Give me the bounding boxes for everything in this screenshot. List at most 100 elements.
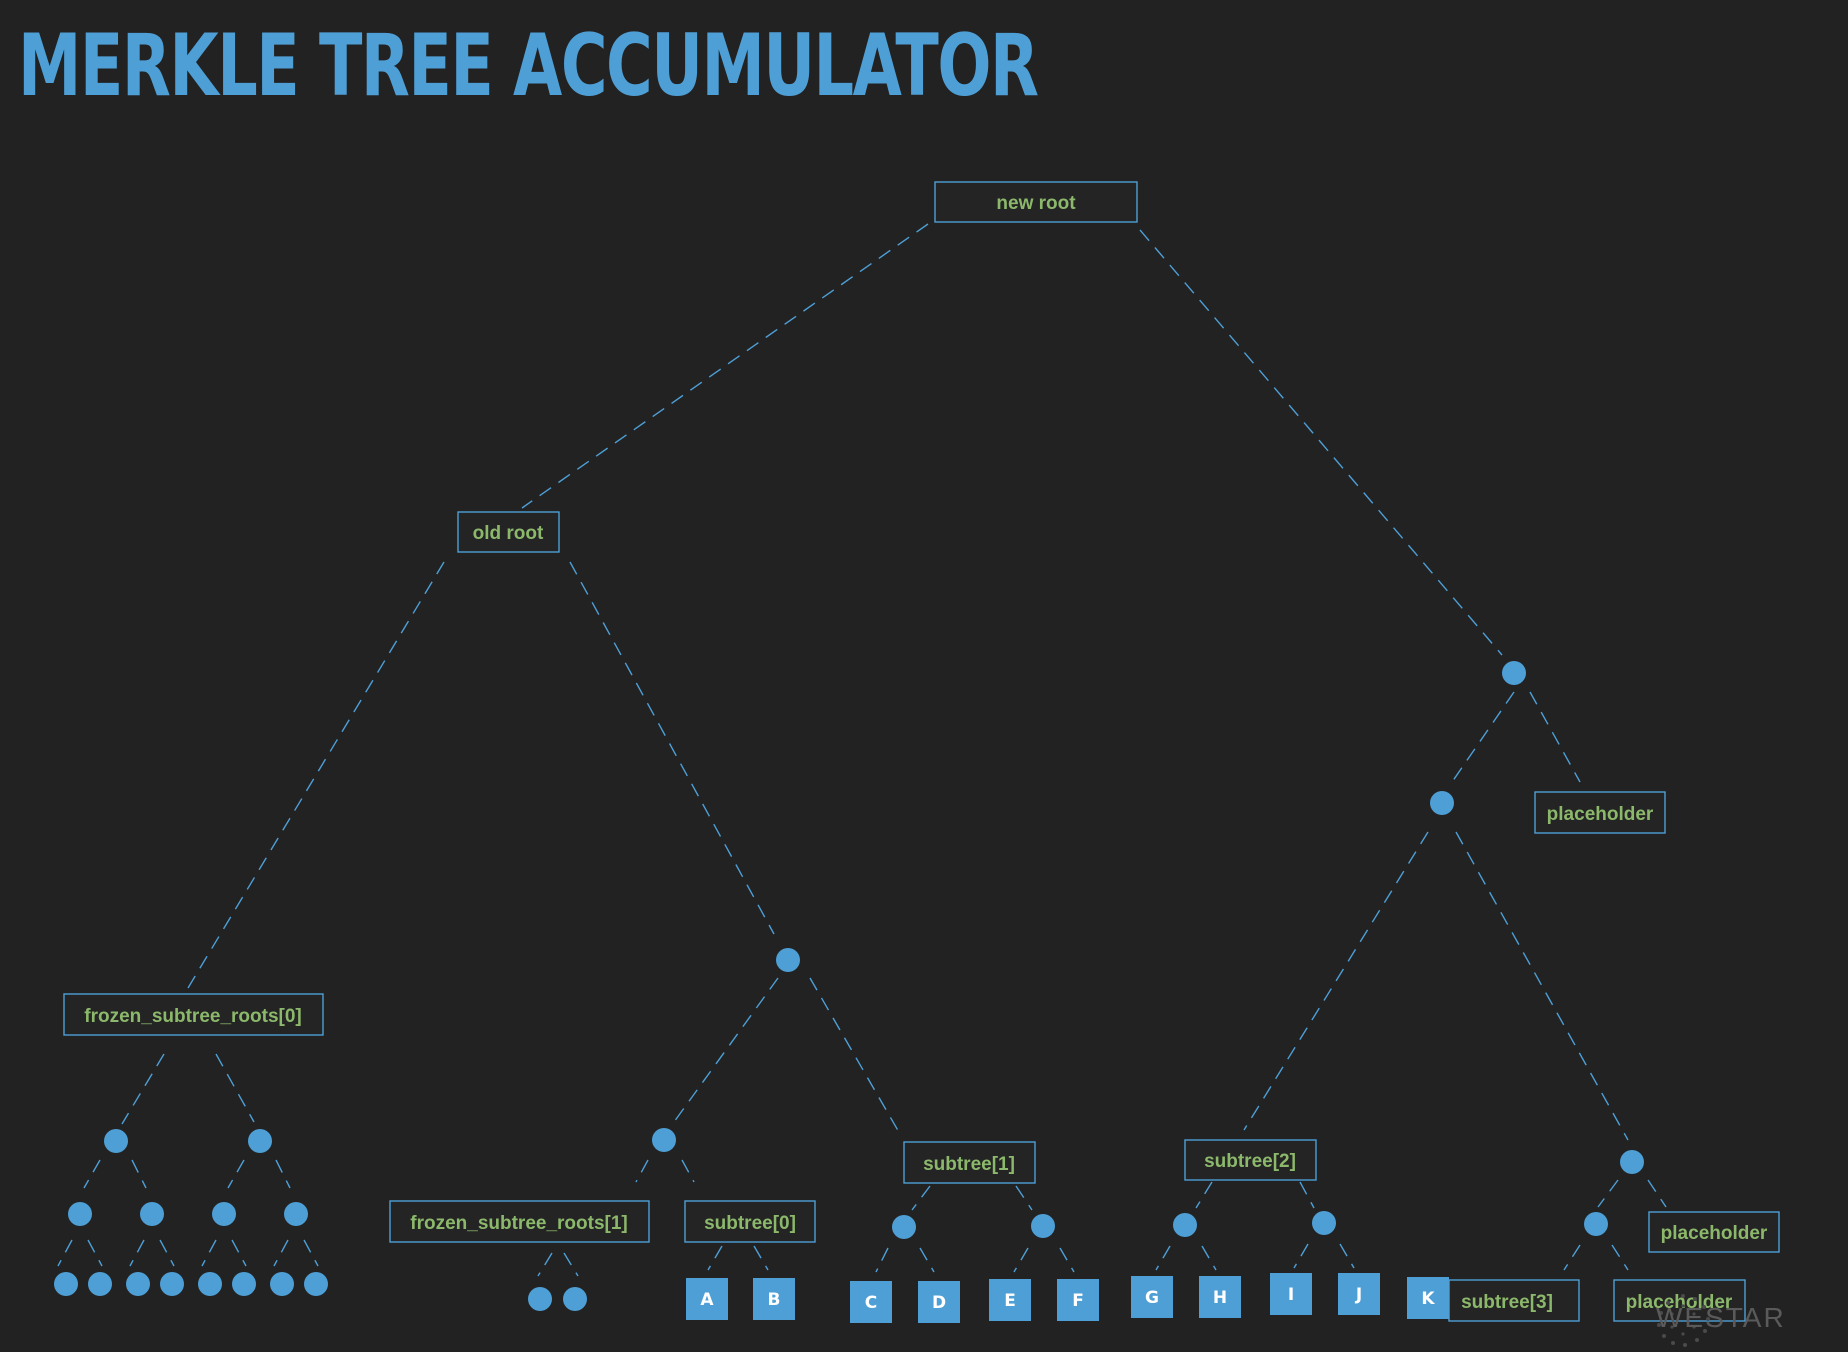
tree-node bbox=[160, 1272, 184, 1296]
leaf-label: J bbox=[1355, 1285, 1362, 1305]
subtree-3-label: subtree[3] bbox=[1448, 1279, 1580, 1322]
tree-node bbox=[248, 1129, 272, 1153]
tree-node bbox=[54, 1272, 78, 1296]
leaf-label: B bbox=[768, 1290, 781, 1310]
leaf-label: I bbox=[1288, 1285, 1294, 1305]
edge bbox=[707, 1245, 723, 1271]
leaf-label: K bbox=[1421, 1289, 1435, 1309]
tree-node bbox=[776, 948, 800, 972]
edge bbox=[1243, 831, 1429, 1131]
tree-edges bbox=[57, 223, 1667, 1277]
edge bbox=[227, 1159, 245, 1189]
placeholder-label-upper: placeholder bbox=[1534, 791, 1666, 834]
leaf-h: H bbox=[1199, 1276, 1241, 1318]
edge bbox=[1201, 1245, 1217, 1271]
tree-node bbox=[563, 1287, 587, 1311]
subtree-1-label: subtree[1] bbox=[903, 1141, 1036, 1184]
label-text: placeholder bbox=[1661, 1223, 1768, 1244]
page-title: MERKLE TREE ACCUMULATOR bbox=[18, 16, 1039, 116]
edge bbox=[231, 1239, 247, 1267]
tree-node bbox=[126, 1272, 150, 1296]
frozen-subtree-roots-0-label: frozen_subtree_roots[0] bbox=[63, 993, 324, 1036]
edge bbox=[1299, 1181, 1315, 1209]
westar-logo-icon bbox=[1657, 1294, 1710, 1347]
edge bbox=[521, 223, 929, 509]
tree-node bbox=[198, 1272, 222, 1296]
label-text: subtree[2] bbox=[1204, 1151, 1296, 1172]
leaf-g: G bbox=[1131, 1276, 1173, 1318]
label-text: old root bbox=[473, 523, 544, 544]
edge bbox=[1455, 831, 1629, 1141]
edge bbox=[1611, 1244, 1629, 1271]
edge bbox=[1155, 1245, 1171, 1271]
edge bbox=[159, 1239, 175, 1267]
leaf-b: B bbox=[753, 1278, 795, 1320]
edge bbox=[275, 1159, 291, 1189]
leaf-label: A bbox=[700, 1290, 714, 1310]
leaf-label: E bbox=[1004, 1291, 1016, 1311]
tree-node bbox=[1620, 1150, 1644, 1174]
edge bbox=[303, 1239, 319, 1267]
leaf-label: C bbox=[865, 1293, 877, 1313]
old-root-label: old root bbox=[457, 511, 560, 553]
tree-nodes bbox=[54, 661, 1644, 1311]
leaf-label: D bbox=[932, 1293, 946, 1313]
tree-node bbox=[270, 1272, 294, 1296]
label-text: placeholder bbox=[1547, 804, 1654, 825]
tree-node bbox=[284, 1202, 308, 1226]
tree-node bbox=[1173, 1213, 1197, 1237]
edge bbox=[1013, 1247, 1029, 1273]
label-text: subtree[3] bbox=[1461, 1292, 1553, 1313]
subtree-2-label: subtree[2] bbox=[1184, 1139, 1317, 1181]
leaf-d: D bbox=[918, 1281, 960, 1323]
tree-node bbox=[652, 1128, 676, 1152]
frozen-subtree-roots-1-label: frozen_subtree_roots[1] bbox=[389, 1200, 650, 1243]
edge bbox=[1139, 229, 1503, 656]
edge bbox=[1449, 691, 1515, 786]
node-labels: new root old root placeholder frozen_sub… bbox=[63, 181, 1780, 1322]
edge bbox=[809, 977, 901, 1135]
brand-watermark: WESTAR bbox=[1656, 1302, 1786, 1333]
leaf-e: E bbox=[989, 1279, 1031, 1321]
label-text: new root bbox=[996, 193, 1076, 214]
label-text: frozen_subtree_roots[1] bbox=[410, 1213, 628, 1234]
edge bbox=[215, 1053, 255, 1123]
edge bbox=[1293, 1243, 1309, 1269]
label-text: placeholder bbox=[1626, 1292, 1733, 1313]
edge bbox=[875, 1247, 889, 1273]
edge bbox=[87, 1239, 103, 1267]
tree-node bbox=[232, 1272, 256, 1296]
tree-node bbox=[1430, 791, 1454, 815]
placeholder-label-middle: placeholder bbox=[1648, 1211, 1780, 1253]
tree-node bbox=[528, 1287, 552, 1311]
label-text: subtree[0] bbox=[704, 1213, 796, 1234]
tree-node bbox=[104, 1129, 128, 1153]
leaf-label: F bbox=[1072, 1291, 1084, 1311]
leaf-label: H bbox=[1213, 1288, 1227, 1308]
edge bbox=[753, 1245, 769, 1271]
tree-node bbox=[892, 1215, 916, 1239]
edge bbox=[673, 977, 779, 1123]
placeholder-label-lower: placeholder bbox=[1613, 1279, 1746, 1322]
leaf-j: J bbox=[1338, 1273, 1380, 1315]
edge bbox=[57, 1239, 73, 1267]
tree-node bbox=[140, 1202, 164, 1226]
tree-node bbox=[304, 1272, 328, 1296]
leaf-a: A bbox=[686, 1278, 728, 1320]
edge bbox=[635, 1159, 649, 1183]
tree-node bbox=[1031, 1214, 1055, 1238]
tree-node bbox=[68, 1202, 92, 1226]
leaf-c: C bbox=[850, 1281, 892, 1323]
edge bbox=[1015, 1185, 1033, 1211]
tree-node bbox=[1312, 1211, 1336, 1235]
label-text: frozen_subtree_roots[0] bbox=[84, 1006, 302, 1027]
edge bbox=[537, 1252, 553, 1277]
edge bbox=[911, 1185, 931, 1211]
leaf-label: G bbox=[1145, 1288, 1159, 1308]
tree-node bbox=[1502, 661, 1526, 685]
leaf-i: I bbox=[1270, 1273, 1312, 1315]
new-root-label: new root bbox=[934, 181, 1138, 223]
tree-node bbox=[88, 1272, 112, 1296]
edge bbox=[131, 1159, 147, 1189]
edge bbox=[1647, 1179, 1667, 1208]
